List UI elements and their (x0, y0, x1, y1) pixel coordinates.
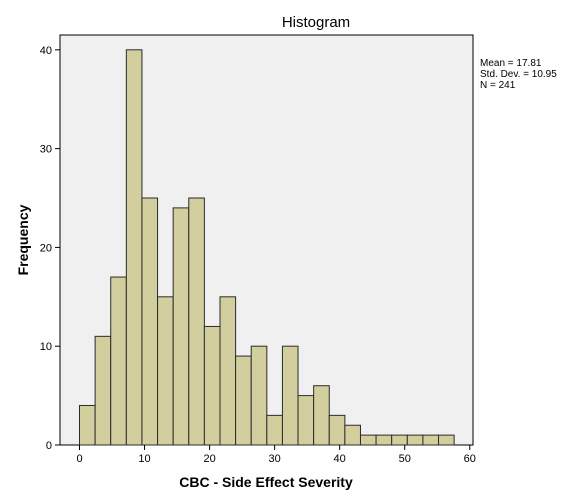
stat-std-dev: Std. Dev. = 10.95 (480, 69, 557, 80)
bars-group (79, 49, 455, 446)
y-tick-label: 30 (40, 144, 52, 156)
y-tick-label: 10 (40, 341, 52, 353)
histogram-bar-13 (281, 345, 299, 446)
stat-n: N = 241 (480, 80, 516, 91)
histogram-bar-21 (406, 434, 424, 446)
x-tick-label: 10 (138, 453, 150, 465)
axes-group: 0 10 20 30 40 0 10 20 30 40 50 60 (40, 45, 476, 465)
chart-title: Histogram (282, 14, 350, 31)
x-tick-label: 50 (399, 453, 411, 465)
histogram-bar-0 (79, 404, 96, 446)
stat-mean: Mean = 17.81 (480, 58, 542, 69)
histogram-bar-9 (219, 296, 237, 446)
y-tick-label: 20 (40, 242, 52, 254)
y-axis-label: Frequency (15, 204, 31, 275)
x-tick-label: 30 (269, 453, 281, 465)
histogram-bar-5 (157, 296, 174, 446)
histogram-bar-16 (328, 414, 346, 446)
y-tick-label: 0 (46, 440, 52, 452)
stats-box: Mean = 17.81 Std. Dev. = 10.95 N = 241 (480, 58, 557, 91)
histogram-bar-7 (188, 197, 205, 446)
histogram-bar-12 (266, 414, 283, 446)
histogram-bar-20 (391, 434, 408, 446)
histogram-bar-3 (125, 49, 143, 446)
x-tick-label: 60 (464, 453, 476, 465)
histogram-bar-22 (422, 434, 440, 446)
x-axis-label: CBC - Side Effect Severity (179, 474, 353, 490)
x-tick-label: 20 (203, 453, 215, 465)
histogram-bar-17 (344, 424, 361, 446)
histogram-bar-6 (172, 207, 190, 446)
histogram-bar-4 (141, 197, 159, 446)
histogram-bar-15 (313, 385, 330, 446)
histogram-bar-10 (235, 355, 252, 446)
x-tick-label: 0 (76, 453, 82, 465)
histogram-bar-19 (375, 434, 393, 446)
histogram-bar-8 (203, 325, 221, 446)
histogram-bar-11 (250, 345, 268, 446)
x-tick-label: 40 (334, 453, 346, 465)
y-tick-label: 40 (40, 45, 52, 57)
histogram-bar-14 (297, 395, 315, 446)
histogram-bar-23 (438, 434, 455, 446)
histogram-bar-2 (110, 276, 127, 446)
histogram-bar-1 (94, 335, 112, 446)
histogram-bar-18 (359, 434, 377, 446)
